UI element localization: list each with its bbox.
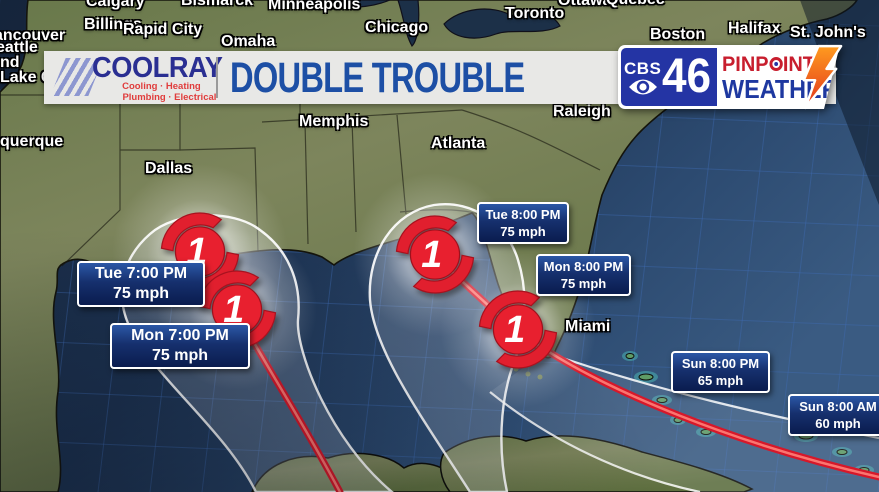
storm-point-wind: 75 mph: [151, 347, 208, 364]
city-label-halifax: Halifax: [728, 20, 781, 37]
city-label-miami: Miami: [565, 318, 611, 335]
storm-point-wind: 60 mph: [815, 416, 861, 431]
city-label-rapid-city: Rapid City: [123, 21, 203, 38]
storm-point-time: Sun 8:00 AM: [799, 399, 877, 414]
storm-category: 1: [223, 288, 244, 330]
city-label-lake-ci: Lake Ci: [0, 69, 57, 86]
storm-point-label: Tue 7:00 PM 75 mph: [77, 261, 205, 307]
sponsor-logo: COOLRAY Cooling · Heating Plumbing · Ele…: [50, 52, 231, 103]
city-label-ancouver: ancouver: [0, 27, 66, 44]
station-logo-body: CBS 46 PINP INT WEATHER: [618, 45, 840, 109]
storm-point-time: Mon 8:00 PM: [543, 259, 624, 274]
sponsor-name: COOLRAY: [92, 52, 223, 84]
station-logo: CBS 46 PINP INT WEATHER: [618, 44, 843, 110]
cbs-eye-icon: [628, 77, 658, 95]
city-label-memphis: Memphis: [299, 113, 369, 130]
city-label-calgary: Calgary: [86, 0, 145, 10]
hurricane-symbol: 1: [394, 207, 476, 302]
city-label-toronto: Toronto: [505, 5, 565, 22]
city-label-eattle: eattle: [0, 39, 38, 56]
yucatan: [251, 452, 462, 492]
city-label-chicago: Chicago: [365, 19, 429, 36]
city-label-ottawa: Ottawa: [558, 0, 612, 9]
storm-point-label: Sun 8:00 AM 60 mph: [788, 394, 879, 436]
city-label-st-john-s: St. John's: [790, 24, 866, 41]
program-title: DOUBLE TROUBLE: [230, 54, 525, 102]
city-label-querque: querque: [0, 133, 64, 150]
sponsor-logo-text: COOLRAY Cooling · Heating Plumbing · Ele…: [92, 52, 231, 103]
great-lakes: [299, 0, 561, 47]
storm-point-time: Tue 7:00 PM: [94, 265, 188, 282]
cone-right-trailing-edge-lower: [489, 391, 701, 492]
city-label-billings: Billings: [84, 16, 142, 33]
hurricane-icon: 1: [395, 215, 475, 294]
hurricane-symbol: 1: [477, 282, 559, 377]
city-label-minneapolis: Minneapolis: [268, 0, 361, 13]
cone-right-trailing-fill: [490, 352, 879, 492]
cuba: [439, 435, 754, 492]
city-label-atlanta: Atlanta: [431, 135, 486, 152]
channel-number: 46: [662, 50, 712, 103]
cbs46-panel: CBS 46: [621, 48, 717, 106]
lightning-bolt-icon: [802, 44, 843, 110]
storm-point-time: Tue 8:00 PM: [485, 207, 561, 222]
pacific-corner: [0, 0, 26, 90]
city-label-dallas: Dallas: [145, 160, 193, 177]
storm-point-label: Mon 8:00 PM 75 mph: [536, 254, 631, 296]
storm-point-wind: 75 mph: [560, 276, 607, 291]
city-label-boston: Boston: [650, 26, 706, 43]
storm-point-wind: 65 mph: [697, 373, 744, 388]
storm-point-wind: 75 mph: [500, 224, 546, 239]
cbs-column: CBS: [624, 60, 661, 95]
storm-point-time: Sun 8:00 PM: [681, 356, 760, 371]
storm-point-time: Mon 7:00 PM: [131, 327, 229, 344]
islands: [251, 351, 874, 492]
city-label-bismarck: Bismarck: [181, 0, 254, 9]
city-label-nd: nd: [0, 54, 20, 71]
cbs-wordmark: CBS: [624, 59, 662, 78]
storm-point-wind: 75 mph: [112, 285, 169, 302]
storm-category: 1: [504, 308, 525, 350]
divider: [216, 57, 218, 98]
city-label-raleigh: Raleigh: [553, 103, 611, 120]
city-label-omaha: Omaha: [221, 33, 276, 50]
pinpoint-wordmark: PINP INT: [722, 52, 815, 76]
sponsor-tagline-1: Cooling · Heating: [122, 81, 201, 92]
storm-point-label: Mon 7:00 PM 75 mph: [110, 323, 250, 369]
storm-category: 1: [421, 233, 442, 275]
sponsor-tagline-2: Plumbing · Electrical: [122, 91, 217, 103]
city-label-quebec: Quebec: [606, 0, 665, 9]
storm-point-label: Tue 8:00 PM 75 mph: [477, 202, 569, 244]
storm-point-label: Sun 8:00 PM 65 mph: [671, 351, 770, 393]
hurricane-icon: 1: [478, 290, 558, 369]
pinpoint-weather-panel: PINP INT WEATHER: [717, 48, 866, 106]
pinpoint-target-icon: [769, 57, 782, 71]
